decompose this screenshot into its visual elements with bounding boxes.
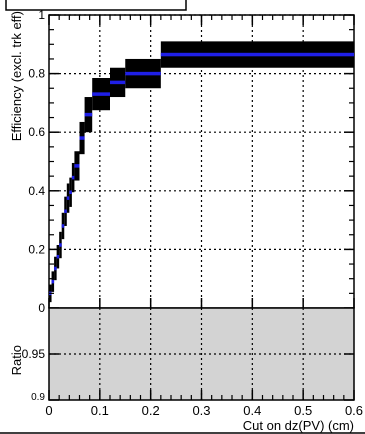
- lower-tick-labels: 0.9 0.95 0 0.1 0.2 0.3 0.4 0.5 0.6: [22, 347, 363, 418]
- efficiency-point: [69, 190, 72, 195]
- efficiency-panel: 0 0.2 0.4 0.6 0.8 1 Efficiency (excl. trk eff…: [9, 8, 355, 315]
- efficiency-point: [51, 279, 55, 284]
- upper-ytick-label: 0.6: [28, 125, 45, 139]
- upper-ticks: [48, 14, 355, 309]
- efficiency-point: [92, 92, 110, 96]
- x-axis-label: Cut on dz(PV) (cm): [243, 418, 354, 433]
- upper-ytick-label: 0.2: [28, 242, 45, 256]
- y-axis-label-ratio: Ratio: [9, 345, 24, 375]
- efficiency-point: [64, 209, 67, 214]
- efficiency-point: [56, 254, 60, 259]
- efficiency-point: [59, 243, 62, 247]
- efficiency-point: [79, 136, 85, 140]
- upper-tick-labels: 0 0.2 0.4 0.6 0.8 1: [28, 8, 45, 315]
- lower-ytick-label: 0.9: [31, 392, 45, 403]
- x-tick-label: 0.4: [243, 403, 261, 418]
- efficiency-point: [160, 52, 354, 57]
- upper-ytick-label: 0.8: [28, 67, 45, 81]
- efficiency-points: [49, 52, 354, 296]
- x-tick-label: 0.5: [294, 403, 312, 418]
- efficiency-point: [66, 196, 70, 200]
- x-tick-label: 0: [45, 403, 52, 418]
- lower-ytick-label: 0.95: [22, 347, 46, 361]
- efficiency-point: [71, 175, 75, 180]
- efficiency-point: [125, 71, 161, 76]
- lower-ticks: [48, 353, 355, 401]
- lower-grid: [49, 308, 354, 400]
- efficiency-point: [61, 224, 65, 228]
- upper-ytick-label: 0: [38, 301, 45, 315]
- upper-ytick-label: 0.4: [28, 184, 45, 198]
- x-tick-label: 0.1: [91, 403, 109, 418]
- efficiency-point: [74, 164, 80, 168]
- title-box: [5, 0, 187, 11]
- ratio-panel: 0.9 0.95 0 0.1 0.2 0.3 0.4 0.5 0.6 Ratio Cut on …: [9, 307, 363, 433]
- x-tick-label: 0.3: [192, 403, 210, 418]
- x-tick-label: 0.6: [345, 403, 363, 418]
- y-axis-label-efficiency: Efficiency (excl. trk eff): [9, 11, 24, 141]
- upper-ytick-label: 1: [38, 8, 45, 22]
- efficiency-point: [110, 80, 126, 85]
- efficiency-point: [84, 112, 93, 117]
- efficiency-point: [54, 266, 57, 271]
- x-tick-label: 0.2: [142, 403, 160, 418]
